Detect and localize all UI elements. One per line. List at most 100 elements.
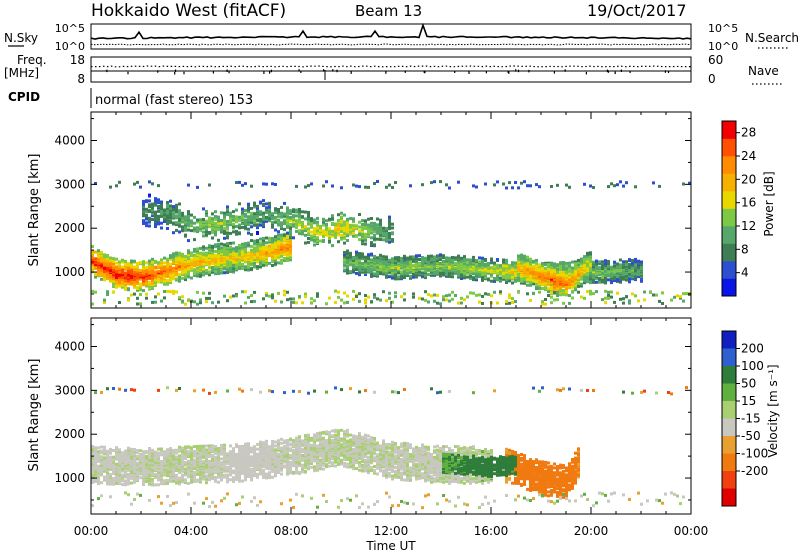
power-cell [430, 256, 433, 260]
power-cell [238, 226, 241, 230]
power-cell [427, 260, 430, 264]
power-cell [526, 258, 529, 262]
power-cell [535, 258, 538, 262]
power-cell [172, 273, 175, 277]
power-cell [169, 220, 172, 224]
power-cell [133, 282, 136, 286]
power-cell [532, 279, 535, 283]
power-cell [586, 268, 589, 272]
power-cell [232, 251, 235, 255]
power-cell [460, 264, 463, 268]
power-cell [256, 265, 259, 269]
power-cell [427, 256, 430, 260]
power-cell [226, 271, 229, 274]
power-cell [337, 223, 340, 227]
power-cell [433, 263, 436, 267]
power-cell [424, 298, 427, 302]
power-cell [112, 262, 115, 265]
power-cell [280, 236, 283, 240]
power-cell [436, 256, 439, 260]
power-cell [346, 260, 349, 264]
power-cell [637, 263, 640, 267]
power-ylabel: Slant Range [km] [27, 154, 42, 267]
power-cell [340, 222, 343, 226]
power-cell [445, 268, 448, 271]
power-cell [319, 232, 322, 236]
power-cell [109, 272, 112, 276]
power-cell [184, 275, 187, 279]
y-tick-label: 4000 [54, 134, 85, 148]
power-cell [145, 296, 148, 300]
power-cell [565, 261, 568, 265]
power-cell [154, 284, 157, 287]
power-cell [595, 290, 598, 294]
power-cell [607, 260, 610, 263]
power-cell [388, 183, 391, 187]
power-cell [106, 262, 109, 266]
power-cell [445, 183, 448, 187]
power-cell [229, 245, 232, 249]
power-cell [190, 258, 193, 262]
velocity-cell [142, 463, 145, 467]
power-cell [688, 181, 691, 185]
power-cell [304, 217, 307, 221]
power-cell [175, 254, 178, 258]
power-cell [124, 259, 127, 263]
power-cell [451, 275, 454, 279]
power-cbar-tick-label: 4 [741, 266, 749, 280]
velocity-cell [136, 449, 139, 453]
power-cell [235, 225, 238, 228]
power-cell [334, 222, 337, 226]
power-cell [232, 214, 235, 218]
power-cell [415, 254, 418, 258]
power-cell [142, 219, 145, 223]
power-cell [481, 278, 484, 282]
velocity-cell [142, 455, 145, 458]
velocity-cell [94, 446, 97, 450]
power-cell [187, 255, 190, 259]
power-cell [268, 244, 271, 248]
power-cell [577, 284, 580, 288]
power-cell [175, 277, 178, 281]
power-cell [247, 218, 250, 222]
power-cell [256, 244, 259, 248]
power-cell [313, 235, 316, 239]
power-cell [133, 292, 136, 296]
power-cell [658, 299, 661, 303]
power-cell [325, 219, 328, 223]
power-cell [196, 253, 199, 257]
power-cell [193, 238, 196, 242]
power-cell [130, 263, 133, 267]
power-cell [280, 251, 283, 254]
velocity-cell [124, 452, 127, 456]
power-cell [562, 264, 565, 268]
power-cell [142, 213, 145, 217]
power-cell [154, 197, 157, 201]
power-cell [580, 284, 583, 288]
power-cell [346, 229, 349, 233]
power-cell [601, 269, 604, 272]
power-cell [379, 237, 382, 240]
power-cell [460, 273, 463, 277]
power-cell [469, 262, 472, 266]
power-cell [226, 205, 229, 209]
power-cell [391, 226, 394, 230]
power-cell [262, 211, 265, 215]
velocity-cell [124, 479, 127, 483]
power-cell [313, 218, 316, 222]
power-cell [400, 295, 403, 299]
power-cell [205, 253, 208, 257]
power-cell [283, 250, 286, 254]
velocity-cell [145, 454, 148, 458]
velocity-cell [91, 473, 94, 477]
power-cell [592, 274, 595, 278]
power-cell [625, 295, 628, 299]
power-cell [325, 302, 328, 306]
power-cell [145, 221, 148, 225]
power-cell [349, 262, 352, 266]
power-cell [379, 220, 382, 224]
velocity-cell [118, 470, 121, 474]
power-cell [376, 223, 379, 227]
power-cell [286, 298, 289, 302]
power-cell [208, 225, 211, 229]
